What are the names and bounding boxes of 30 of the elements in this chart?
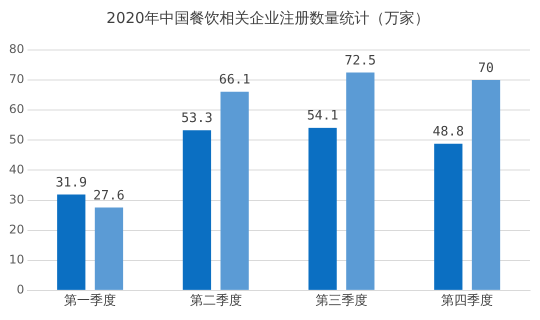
bar bbox=[182, 130, 212, 290]
x-tick-label: 第四季度 bbox=[441, 292, 494, 309]
data-label: 54.1 bbox=[306, 108, 338, 124]
y-tick-label: 20 bbox=[8, 222, 24, 236]
data-label: 27.6 bbox=[93, 188, 125, 204]
data-label: 31.9 bbox=[56, 175, 87, 190]
x-tick-label: 第三季度 bbox=[315, 292, 368, 309]
y-tick-label: 60 bbox=[8, 102, 24, 116]
bar bbox=[434, 144, 462, 290]
bar bbox=[472, 80, 500, 290]
bar bbox=[94, 207, 124, 290]
data-label: 66.1 bbox=[218, 72, 250, 88]
y-tick-label: 40 bbox=[8, 162, 24, 176]
bar bbox=[220, 92, 249, 290]
y-tick-label: 10 bbox=[8, 252, 24, 266]
bar bbox=[346, 72, 374, 290]
chart-title: 2020年中国餐饮相关企业注册数量统计（万家） bbox=[106, 8, 430, 27]
bar bbox=[308, 128, 337, 290]
bar bbox=[57, 194, 86, 290]
x-tick-label: 第二季度 bbox=[190, 292, 242, 309]
data-label: 70 bbox=[478, 60, 494, 76]
y-tick-label: 30 bbox=[8, 192, 24, 206]
data-label: 53.3 bbox=[181, 111, 213, 126]
data-label: 48.8 bbox=[432, 124, 464, 140]
data-label: 72.5 bbox=[344, 53, 376, 68]
x-tick-label: 第一季度 bbox=[64, 292, 116, 309]
y-tick-label: 80 bbox=[8, 42, 24, 56]
y-tick-label: 70 bbox=[8, 72, 24, 86]
y-tick-label: 0 bbox=[16, 282, 24, 297]
y-tick-label: 50 bbox=[8, 132, 24, 146]
